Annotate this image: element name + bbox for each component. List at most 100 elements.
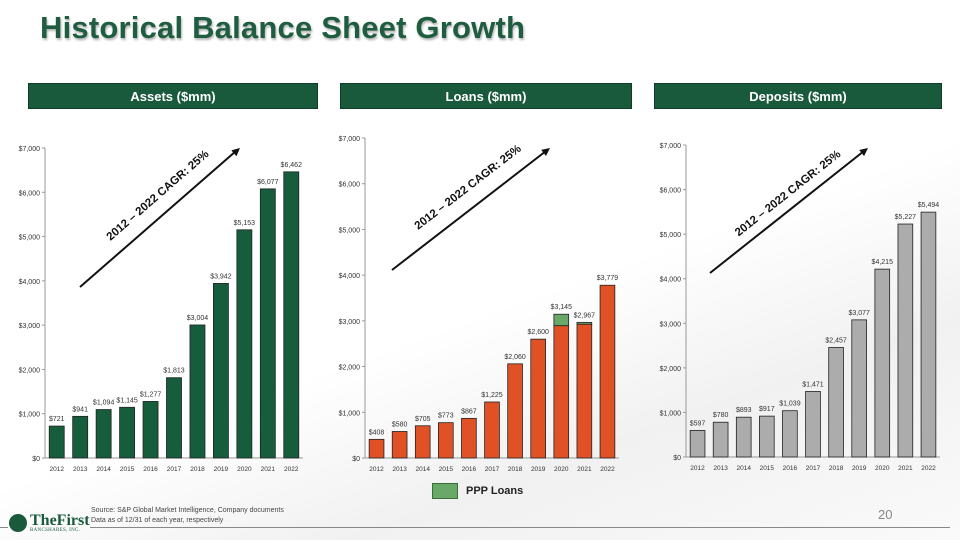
assets-bar (189, 324, 206, 459)
assets-data-label: $6,077 (257, 179, 279, 186)
loans-y-tick-label: $0 (352, 456, 360, 463)
footer-divider (90, 527, 950, 528)
ppp-legend-label: PPP Loans (466, 485, 524, 497)
loans-data-label: $705 (415, 416, 431, 423)
deposits-data-label: $3,077 (848, 310, 870, 317)
deposits-bar (805, 391, 821, 458)
loans-data-label: $1,225 (481, 392, 503, 399)
deposits-y-tick-label: $6,000 (660, 188, 682, 195)
assets-x-tick-label: 2012 (49, 466, 64, 473)
deposits-bar (851, 319, 867, 458)
deposits-y-tick-label: $0 (673, 455, 681, 462)
loans-x-tick-label: 2013 (392, 466, 407, 473)
deposits-x-tick-label: 2017 (806, 465, 821, 472)
assets-x-tick-label: 2018 (190, 466, 205, 473)
loans-x-tick-label: 2020 (554, 466, 569, 473)
deposits-bar (712, 421, 729, 458)
loans-data-label: $580 (392, 421, 408, 428)
assets-data-label: $721 (49, 416, 65, 423)
loans-y-tick-label: $6,000 (339, 182, 361, 189)
loans-bar (553, 325, 570, 459)
company-logo: TheFirst BANCSHARES, INC. (9, 513, 90, 533)
deposits-data-label: $1,039 (779, 401, 801, 408)
loans-x-tick-label: 2022 (600, 466, 615, 473)
loans-x-tick-label: 2018 (508, 466, 523, 473)
assets-arrowhead-icon (231, 148, 240, 157)
assets-data-label: $3,004 (187, 315, 209, 322)
deposits-data-label: $780 (713, 412, 729, 419)
ppp-legend-swatch (432, 483, 458, 499)
deposits-bar (759, 415, 775, 458)
loans-data-label: $408 (369, 429, 385, 436)
deposits-data-label: $597 (690, 420, 706, 427)
loans-x-tick-label: 2017 (485, 466, 500, 473)
assets-data-label: $941 (72, 406, 88, 413)
logo-seal-icon (9, 514, 27, 532)
assets-data-label: $1,094 (93, 400, 115, 407)
assets-y-tick-label: $2,000 (19, 367, 41, 374)
loans-bar (461, 417, 477, 459)
assets-x-tick-label: 2013 (73, 466, 88, 473)
assets-y-tick-label: $5,000 (19, 235, 41, 242)
loans-y-tick-label: $7,000 (339, 136, 361, 143)
source-line: Source: S&P Global Market Intelligence, … (91, 507, 284, 514)
assets-cagr-annotation: 2012 – 2022 CAGR: 25% (105, 148, 212, 243)
logo-subtitle: BANCSHARES, INC. (30, 528, 81, 533)
deposits-x-tick-label: 2018 (829, 465, 844, 472)
assets-data-label: $3,942 (210, 273, 232, 280)
deposits-cagr-annotation: 2012 – 2022 CAGR: 25% (733, 148, 843, 239)
deposits-bar (828, 347, 844, 458)
loans-y-tick-label: $1,000 (339, 410, 361, 417)
loans-bar (484, 401, 500, 459)
assets-data-label: $1,813 (163, 368, 185, 375)
legend: PPP Loans (432, 483, 523, 499)
assets-x-tick-label: 2017 (167, 466, 182, 473)
loans-bar (414, 425, 431, 459)
deposits-y-tick-label: $3,000 (660, 321, 682, 328)
assets-data-label: $5,153 (234, 220, 256, 227)
deposits-bar (874, 268, 891, 458)
assets-x-tick-label: 2019 (214, 466, 229, 473)
assets-data-label: $1,145 (116, 397, 138, 404)
loans-y-tick-label: $4,000 (339, 273, 361, 280)
source-note: Source: S&P Global Market Intelligence, … (91, 506, 284, 526)
loans-bar (576, 323, 593, 459)
deposits-data-label: $5,227 (895, 214, 917, 221)
loans-bar (599, 284, 616, 459)
loans-x-tick-label: 2021 (577, 466, 592, 473)
assets-x-tick-label: 2016 (143, 466, 158, 473)
deposits-y-tick-label: $4,000 (660, 277, 682, 284)
deposits-x-tick-label: 2021 (898, 465, 913, 472)
deposits-x-tick-label: 2015 (760, 465, 775, 472)
assets-y-tick-label: $7,000 (19, 146, 41, 153)
assets-bar (72, 415, 89, 459)
deposits-header: Deposits ($mm) (654, 83, 942, 109)
logo-name: TheFirst (30, 512, 90, 529)
loans-x-tick-label: 2012 (369, 466, 384, 473)
loans-bar (368, 438, 385, 459)
loans-data-label: $3,145 (551, 304, 573, 311)
loans-bar (507, 363, 523, 459)
loans-data-label: $2,060 (504, 354, 526, 361)
deposits-data-label: $5,494 (918, 202, 940, 209)
loans-x-tick-label: 2015 (439, 466, 454, 473)
assets-y-tick-label: $1,000 (19, 412, 41, 419)
deposits-bar (897, 223, 914, 458)
deposits-x-tick-label: 2012 (690, 465, 705, 472)
deposits-x-tick-label: 2013 (713, 465, 728, 472)
assets-y-tick-label: $4,000 (19, 279, 41, 286)
footer-divider (0, 527, 8, 528)
deposits-data-label: $893 (736, 407, 752, 414)
page-title: Historical Balance Sheet Growth (40, 10, 526, 45)
loans-y-tick-label: $5,000 (339, 227, 361, 234)
loans-x-tick-label: 2014 (415, 466, 430, 473)
assets-bar (119, 406, 135, 459)
assets-data-label: $6,462 (281, 162, 303, 169)
deposits-y-tick-label: $7,000 (660, 143, 682, 150)
loans-data-label: $2,600 (527, 329, 549, 336)
source-line: Data as of 12/31 of each year, respectiv… (91, 517, 224, 524)
assets-data-label: $1,277 (140, 391, 162, 398)
assets-y-tick-label: $3,000 (19, 323, 41, 330)
deposits-data-label: $4,215 (872, 259, 894, 266)
